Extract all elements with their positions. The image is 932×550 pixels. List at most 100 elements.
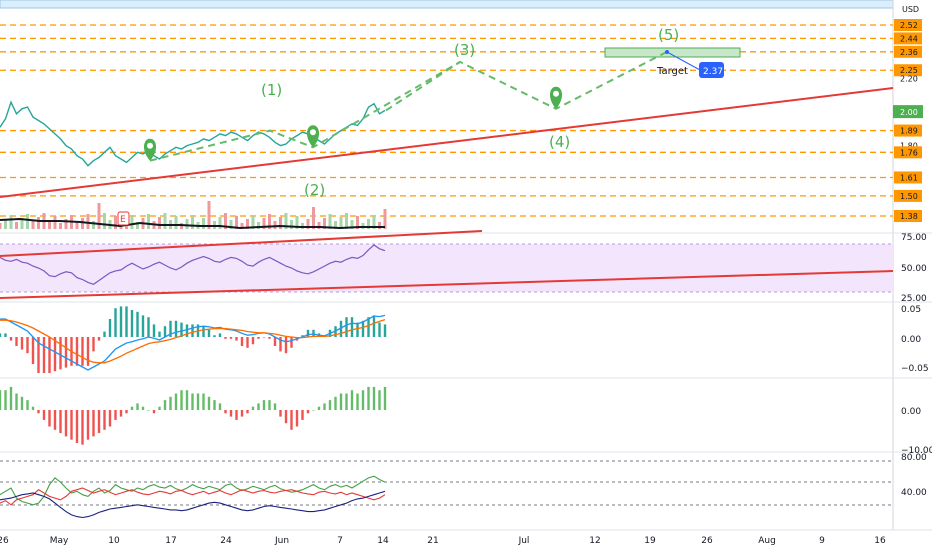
volume-bar <box>174 216 178 229</box>
macd-histogram-bar <box>378 322 381 337</box>
oscillator-bar <box>295 410 299 427</box>
level-label: 2.44 <box>900 34 918 43</box>
osc-axis-label: 0.00 <box>901 407 921 417</box>
oscillator-bar <box>218 403 222 410</box>
oscillator-bar <box>367 386 370 410</box>
dmi-minus-line <box>0 487 386 506</box>
volume-bar <box>345 213 348 229</box>
volume-bar <box>31 221 35 229</box>
oscillator-bar <box>257 403 260 410</box>
oscillator-bar <box>202 393 205 410</box>
wave-label: (3) <box>454 41 475 59</box>
top-scrollbar[interactable] <box>0 0 894 9</box>
volume-bar <box>48 220 51 229</box>
volume-bar <box>339 217 343 229</box>
macd-histogram-bar <box>273 337 277 346</box>
time-axis-tick: 12 <box>589 536 600 546</box>
price-series <box>0 100 386 167</box>
oscillator-bar <box>130 406 134 410</box>
volume-bar <box>312 207 315 229</box>
volume-bar <box>257 222 260 229</box>
macd-histogram-bar <box>20 337 24 350</box>
adx-line <box>0 490 386 519</box>
volume-bar <box>235 216 238 229</box>
time-axis-tick: Aug <box>758 536 776 546</box>
level-badge <box>894 64 922 77</box>
oscillator-bar <box>312 410 315 411</box>
volume-bar <box>350 220 354 229</box>
price-line <box>0 100 386 167</box>
oscillator-bar <box>284 410 288 424</box>
wave-path <box>385 61 461 112</box>
volume-bar <box>218 217 222 229</box>
price-axis-label: 2.20 <box>900 75 918 84</box>
volume-bar <box>383 209 387 229</box>
time-axis-tick: 26 <box>0 536 9 546</box>
rsi-line <box>0 244 386 285</box>
macd-histogram-bar <box>372 315 376 337</box>
macd-histogram-bar <box>147 317 150 337</box>
volume-bar <box>92 221 95 229</box>
oscillator-bar <box>339 393 343 410</box>
rsi-trendline-lower <box>0 270 894 299</box>
target-leader <box>666 51 701 71</box>
oscillator-bar <box>317 406 321 410</box>
level-label: 1.89 <box>900 127 918 136</box>
macd-histogram-bar <box>235 337 238 341</box>
macd-histogram-bar <box>119 306 123 337</box>
wave-label: (2) <box>304 181 325 199</box>
oscillator-bar <box>229 410 233 417</box>
macd-histogram-bar <box>86 337 90 366</box>
volume-bar <box>262 218 266 229</box>
macd-histogram-bar <box>246 337 249 348</box>
macd-histogram-bar <box>141 315 145 337</box>
map-pin-dot <box>147 142 153 149</box>
oscillator-bar <box>334 396 337 410</box>
oscillator-bar <box>53 410 57 430</box>
volume-bar <box>59 223 62 229</box>
volume-bar <box>15 222 18 229</box>
volume-bar <box>251 215 255 229</box>
oscillator-bar <box>158 406 161 410</box>
volume-bar <box>130 215 134 229</box>
macd-histogram-bar <box>207 329 211 337</box>
oscillator-bar <box>0 390 2 410</box>
target-badge <box>699 62 724 78</box>
macd-axis-label: −0.05 <box>901 364 929 374</box>
oscillator-bar <box>235 410 238 420</box>
osc-axis-label: −10.00 <box>901 446 932 456</box>
macd-histogram-bar <box>301 335 304 337</box>
oscillator-bar <box>383 386 387 410</box>
macd-histogram-bar <box>97 337 101 341</box>
support-resistance-lines <box>0 24 893 217</box>
volume-bar <box>136 222 139 229</box>
oscillator-bar <box>70 410 73 440</box>
oscillator-bar <box>290 410 293 430</box>
volume-bar <box>53 216 57 229</box>
macd-histogram-bar <box>284 337 288 354</box>
macd-histogram-bar <box>48 337 51 373</box>
macd-histogram-bar <box>367 317 370 337</box>
earnings-event-marker[interactable] <box>117 211 130 226</box>
macd-histogram-bar <box>37 337 40 373</box>
oscillator-bar <box>64 410 68 437</box>
volume-bar <box>191 215 194 229</box>
dmi-series <box>0 475 386 519</box>
oscillator-bar <box>378 390 381 410</box>
macd-histogram-bar <box>180 322 183 337</box>
elliott-wave-projection: (1) (2) (3) (4) (5) <box>143 26 679 199</box>
oscillator-bar <box>42 410 46 420</box>
volume-bar <box>158 217 161 229</box>
price-axis-labels: 2.52 2.44 2.36 2.252.20 2.00 1.89 1.801.76 1.61… <box>893 19 923 222</box>
oscillator-bar <box>119 410 123 417</box>
oscillator-bar <box>75 410 79 443</box>
oscillator-bar <box>191 393 194 410</box>
level-badge <box>894 19 922 31</box>
dmi-axis-label: 80.00 <box>901 453 927 463</box>
volume-bar <box>317 222 321 229</box>
macd-histogram-bar <box>4 333 7 337</box>
oscillator-bar <box>48 410 51 427</box>
oscillator-bar <box>207 396 211 410</box>
macd-histogram-bar <box>103 331 106 337</box>
